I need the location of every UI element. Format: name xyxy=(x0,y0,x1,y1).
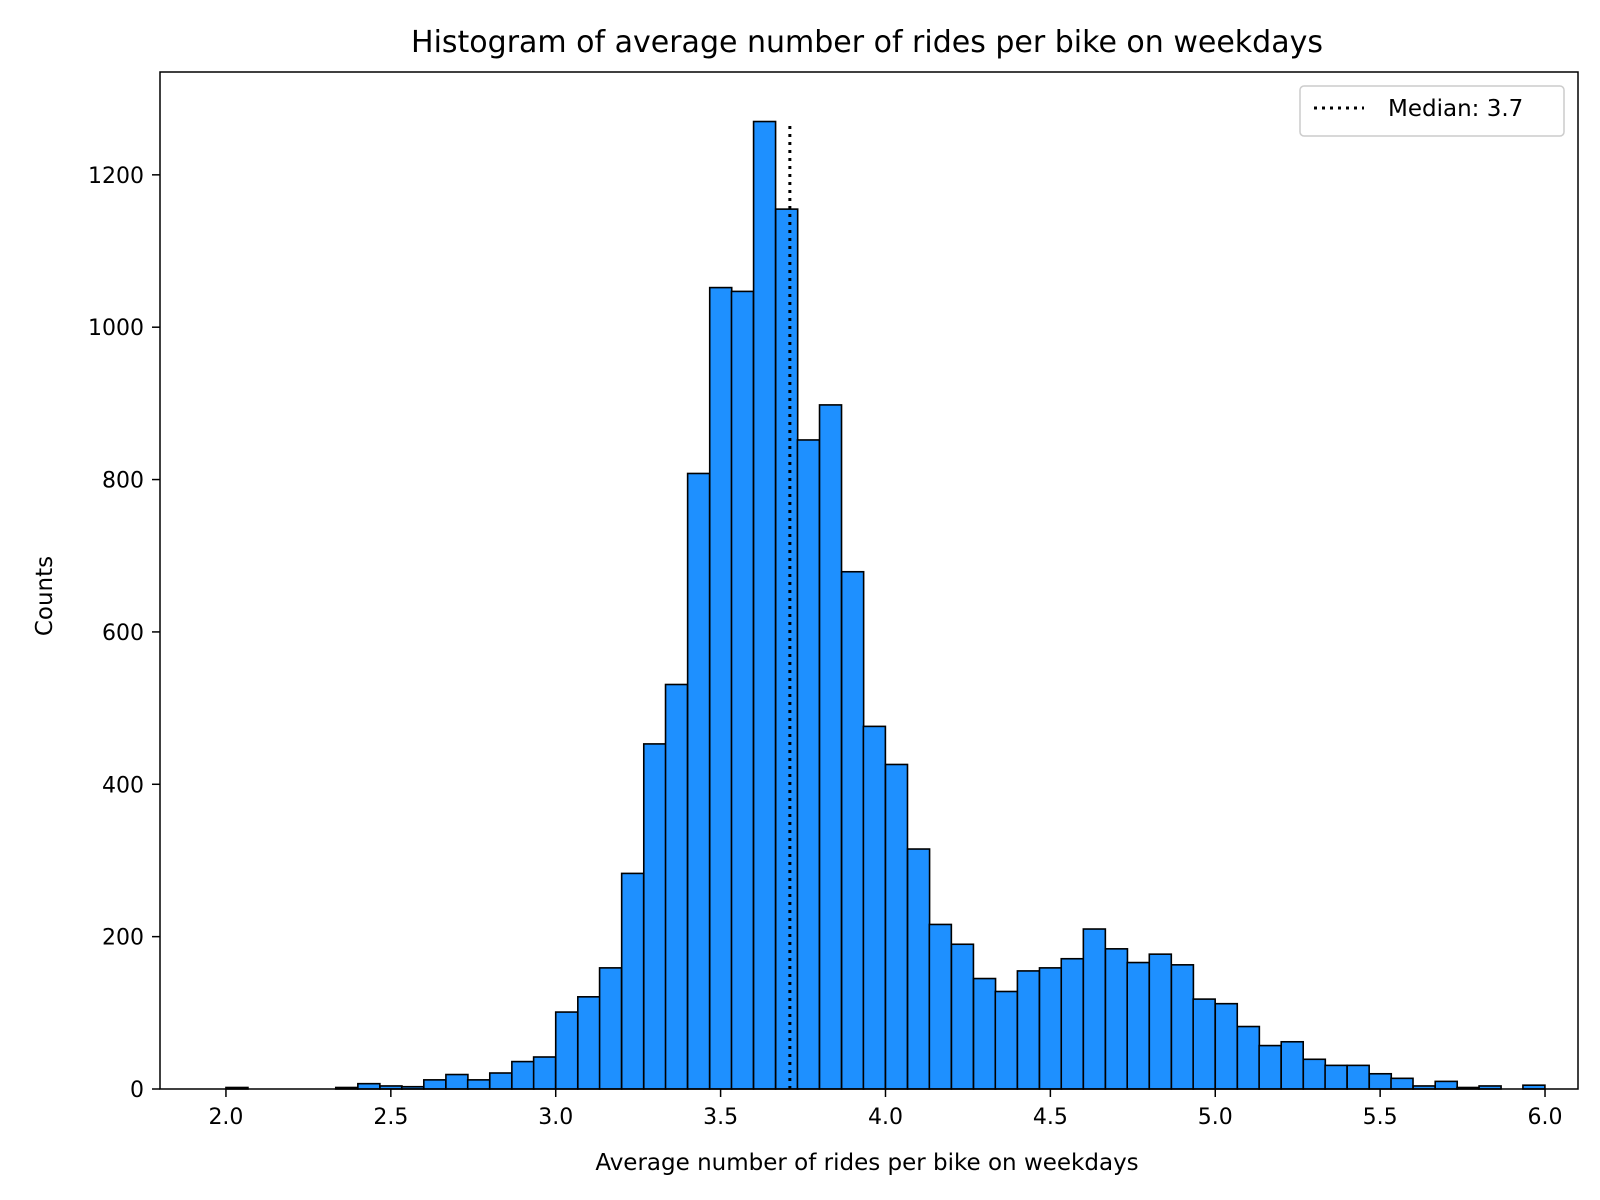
histogram-bar xyxy=(928,923,953,1090)
chart-title: Histogram of average number of rides per… xyxy=(411,25,1323,60)
bars-layer xyxy=(225,120,1546,1090)
histogram-bar xyxy=(1302,1058,1327,1090)
histogram-bar xyxy=(1236,1025,1261,1090)
histogram-bar xyxy=(884,763,909,1090)
histogram-bar xyxy=(554,1011,579,1090)
y-axis-ticks: 0 200 400 600 800 1000 1200 xyxy=(88,164,160,1103)
y-tick-label: 1200 xyxy=(88,164,144,189)
histogram-bar xyxy=(1280,1040,1305,1090)
x-axis-label: Average number of rides per bike on week… xyxy=(595,1150,1138,1176)
histogram-bar xyxy=(730,290,755,1090)
y-axis-label: Counts xyxy=(32,556,58,636)
histogram-bar xyxy=(423,1079,447,1090)
histogram-bar xyxy=(664,683,689,1090)
y-tick-label: 600 xyxy=(102,621,144,646)
histogram-bar xyxy=(1192,998,1216,1090)
x-tick-label: 4.5 xyxy=(1033,1105,1068,1130)
y-tick-label: 200 xyxy=(102,926,144,951)
histogram-bar xyxy=(1104,948,1129,1090)
x-tick-label: 5.5 xyxy=(1363,1105,1398,1130)
x-tick-label: 3.5 xyxy=(703,1105,738,1130)
histogram-bar xyxy=(1082,928,1107,1090)
histogram-bar xyxy=(1016,970,1041,1090)
legend: Median: 3.7 xyxy=(1299,85,1565,137)
y-tick-label: 0 xyxy=(130,1078,144,1103)
histogram-bar xyxy=(1390,1077,1414,1090)
histogram-bar xyxy=(686,472,711,1090)
histogram-bar xyxy=(1148,953,1173,1090)
histogram-bar xyxy=(950,943,975,1090)
y-tick-label: 400 xyxy=(102,773,144,798)
histogram-bar xyxy=(752,120,777,1090)
histogram-bar xyxy=(445,1073,469,1090)
histogram-bar xyxy=(1324,1064,1348,1090)
legend-median-label: Median: 3.7 xyxy=(1388,96,1523,122)
histogram-bar xyxy=(774,208,799,1090)
x-tick-label: 3.0 xyxy=(538,1105,573,1130)
legend-box xyxy=(1299,85,1565,137)
histogram-bar xyxy=(1060,957,1085,1090)
y-tick-label: 800 xyxy=(102,469,144,494)
histogram-bar xyxy=(972,977,997,1090)
histogram-bar xyxy=(818,404,843,1090)
histogram-bar xyxy=(840,570,865,1090)
histogram-bar xyxy=(1434,1080,1459,1090)
histogram-bar xyxy=(488,1072,513,1090)
plot-frame xyxy=(159,71,1579,1090)
histogram-bar xyxy=(511,1060,535,1090)
histogram-bar xyxy=(708,286,733,1090)
histogram-bar xyxy=(796,439,821,1090)
y-tick-label: 1000 xyxy=(88,316,144,341)
histogram-bar xyxy=(642,743,667,1090)
histogram-bar xyxy=(1214,1002,1239,1090)
histogram-bar xyxy=(598,967,623,1090)
x-tick-label: 5.0 xyxy=(1198,1105,1233,1130)
histogram-bar xyxy=(1038,967,1063,1090)
histogram-bar xyxy=(357,1082,381,1090)
histogram-bar xyxy=(1126,961,1151,1090)
x-tick-label: 6.0 xyxy=(1528,1105,1563,1130)
histogram-bar xyxy=(906,848,931,1090)
histogram-bar xyxy=(862,725,887,1090)
histogram-bar xyxy=(1368,1072,1393,1090)
histogram-bar xyxy=(1170,964,1195,1090)
x-tick-label: 4.0 xyxy=(868,1105,903,1130)
histogram-bar xyxy=(532,1056,557,1090)
x-tick-label: 2.5 xyxy=(373,1105,408,1130)
histogram-bar xyxy=(1258,1044,1282,1090)
histogram-bar xyxy=(466,1079,491,1090)
x-tick-label: 2.0 xyxy=(208,1105,243,1130)
x-axis-ticks: 2.0 2.5 3.0 3.5 4.0 4.5 5.0 5.5 6.0 xyxy=(208,1089,1563,1130)
histogram-bar xyxy=(577,996,601,1090)
histogram-bar xyxy=(994,990,1019,1090)
histogram-bar xyxy=(620,872,645,1090)
histogram-bar xyxy=(1346,1064,1370,1090)
